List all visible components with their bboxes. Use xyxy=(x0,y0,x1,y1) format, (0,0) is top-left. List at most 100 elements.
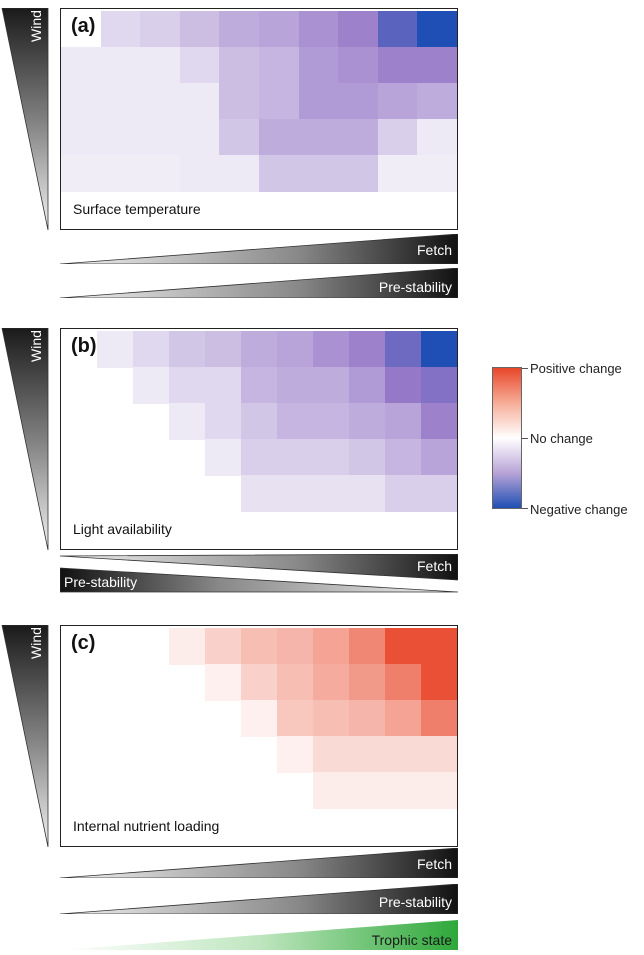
ramp-label: Pre-stability xyxy=(378,894,452,910)
heatmap-cell xyxy=(259,47,300,84)
heatmap-cell xyxy=(349,664,386,701)
heatmap-cell xyxy=(61,83,102,120)
wind-wedge-shape xyxy=(1,327,49,551)
legend-negative-label: Negative change xyxy=(530,502,628,517)
heatmap-cell xyxy=(421,628,457,665)
heatmap-cell xyxy=(241,475,278,512)
heatmap-cell xyxy=(219,47,260,84)
heatmap-a: (a) Surface temperature xyxy=(60,8,458,230)
heatmap-cell xyxy=(298,47,339,84)
heatmap-cell xyxy=(179,83,220,120)
heatmap-cell xyxy=(219,83,260,120)
heatmap-cell xyxy=(385,331,422,368)
heatmap-cell xyxy=(205,439,242,476)
trophic-state-ramp: Trophic state xyxy=(60,920,458,950)
heatmap-cell xyxy=(313,628,350,665)
heatmap-cell xyxy=(277,439,314,476)
heatmap-cell xyxy=(377,83,418,120)
heatmap-cell xyxy=(61,11,102,48)
heatmap-cell xyxy=(140,83,181,120)
legend-tick-top xyxy=(522,368,528,369)
heatmap-cell xyxy=(417,47,457,84)
heatmap-cell xyxy=(377,119,418,156)
panel-label: (b) xyxy=(71,335,97,357)
heatmap-cell xyxy=(241,700,278,737)
wind-label: Wind xyxy=(27,627,44,659)
wind-wedge: Wind xyxy=(0,624,56,848)
heatmap-cell xyxy=(179,119,220,156)
heatmap-cell xyxy=(338,11,379,48)
heatmap-cell xyxy=(259,11,300,48)
heatmap-cell xyxy=(313,475,350,512)
panel-b: Wind (b) Light availability Fetch Pre-st… xyxy=(0,324,460,596)
heatmap-cell xyxy=(313,439,350,476)
heatmap-cell xyxy=(349,628,386,665)
heatmap-cell xyxy=(140,11,181,48)
heatmap-cell xyxy=(298,155,339,192)
heatmap-cell xyxy=(277,331,314,368)
ramp-label-pre-stability: Pre-stability xyxy=(64,574,138,590)
heatmap-cell xyxy=(385,628,422,665)
heatmap-cell xyxy=(313,664,350,701)
heatmap-cell xyxy=(100,11,141,48)
heatmap-cell xyxy=(313,367,350,404)
heatmap-cell xyxy=(277,403,314,440)
pre-stability-ramp: Pre-stability xyxy=(59,267,459,299)
wind-wedge-shape xyxy=(1,7,49,231)
heatmap-cell xyxy=(338,83,379,120)
heatmap-cell xyxy=(349,403,386,440)
heatmap-cell xyxy=(169,331,206,368)
ramp-label: Fetch xyxy=(416,856,452,872)
heatmap-cell xyxy=(313,331,350,368)
heatmap-cell xyxy=(179,11,220,48)
heatmap-cell xyxy=(298,119,339,156)
heatmap-cell xyxy=(140,47,181,84)
panel-a: Wind (a) Surface temperature Fetch Pre-s… xyxy=(0,0,460,302)
panel-label: (c) xyxy=(71,632,96,654)
heatmap-cell xyxy=(313,736,350,773)
heatmap-cell xyxy=(219,155,260,192)
heatmap-cell xyxy=(259,155,300,192)
heatmap-cell xyxy=(338,155,379,192)
heatmap-cell xyxy=(205,367,242,404)
heatmap-cell xyxy=(179,155,220,192)
heatmap-cell xyxy=(349,331,386,368)
heatmap-cell xyxy=(205,664,242,701)
heatmap-cell xyxy=(100,155,141,192)
heatmap-cell xyxy=(133,367,170,404)
heatmap-cell xyxy=(421,772,457,809)
heatmap-cell xyxy=(421,367,457,404)
heatmap-cell xyxy=(417,155,457,192)
heatmap-cell xyxy=(61,47,102,84)
heatmap-cell xyxy=(349,736,386,773)
heatmap-cell xyxy=(417,11,457,48)
heatmap-cell xyxy=(61,119,102,156)
heatmap-cell xyxy=(298,11,339,48)
heatmap-cell xyxy=(349,367,386,404)
heatmap-cell xyxy=(61,331,98,368)
heatmap-cell xyxy=(421,664,457,701)
wind-wedge-shape xyxy=(1,624,49,848)
wind-label: Wind xyxy=(27,10,44,42)
heatmap-cell xyxy=(421,736,457,773)
legend-positive-label: Positive change xyxy=(530,361,622,376)
heatmap-cell xyxy=(241,331,278,368)
ramp-label-fetch: Fetch xyxy=(416,558,452,574)
heatmap-cell xyxy=(385,367,422,404)
heatmap-cell xyxy=(385,439,422,476)
legend-tick-bottom xyxy=(522,508,528,509)
heatmap-cell xyxy=(241,367,278,404)
heatmap-cell xyxy=(277,628,314,665)
heatmap-cell xyxy=(241,664,278,701)
heatmap-cell xyxy=(377,155,418,192)
heatmap-cell xyxy=(259,119,300,156)
heatmap-cell xyxy=(377,11,418,48)
heatmap-cell xyxy=(241,628,278,665)
heatmap-cell xyxy=(385,772,422,809)
heatmap-cell xyxy=(100,83,141,120)
heatmap-cell xyxy=(385,736,422,773)
heatmap-cell xyxy=(140,119,181,156)
legend-neutral-label: No change xyxy=(530,431,593,446)
heatmap-cell xyxy=(241,403,278,440)
heatmap-cell xyxy=(100,119,141,156)
